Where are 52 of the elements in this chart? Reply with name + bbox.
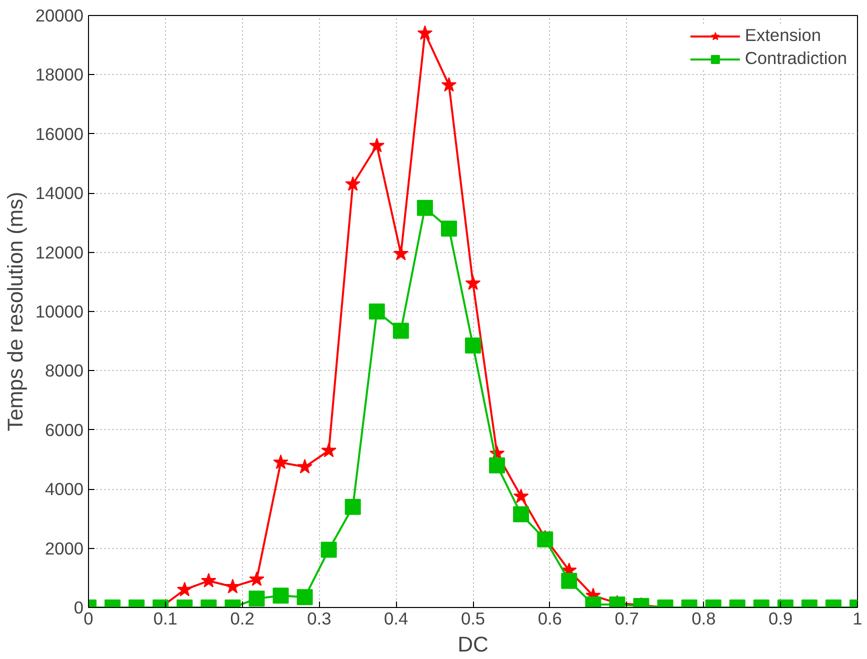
point bbox=[297, 458, 312, 474]
y-tick-label: 6000 bbox=[44, 420, 84, 440]
point bbox=[201, 572, 216, 588]
x-tick-label: 0.9 bbox=[768, 608, 793, 628]
point bbox=[296, 589, 313, 606]
point bbox=[225, 578, 240, 594]
point bbox=[176, 582, 192, 596]
legend-label: Extension bbox=[744, 25, 821, 46]
y-tick-label: 18000 bbox=[35, 64, 84, 85]
legend-label: Contradiction bbox=[744, 48, 847, 69]
point bbox=[248, 590, 265, 607]
point bbox=[345, 176, 360, 191]
y-tick-label: 14000 bbox=[35, 183, 84, 204]
x-tick-label: 0.3 bbox=[307, 608, 332, 628]
x-tick-label: 0.2 bbox=[230, 608, 254, 628]
point bbox=[440, 220, 457, 237]
x-tick-label: 1 bbox=[852, 608, 862, 628]
point bbox=[561, 572, 578, 589]
point bbox=[272, 588, 289, 604]
point bbox=[320, 542, 337, 558]
point bbox=[441, 77, 457, 92]
point bbox=[392, 322, 409, 339]
y-axis-title: Temps de resolution (ms) bbox=[3, 192, 28, 432]
y-tick-label: 20000 bbox=[35, 6, 84, 26]
x-tick-label: 0.5 bbox=[460, 608, 486, 628]
point bbox=[321, 442, 336, 458]
point bbox=[416, 200, 433, 216]
point bbox=[465, 275, 481, 290]
point bbox=[368, 304, 385, 320]
x-tick-label: 0.4 bbox=[384, 608, 409, 628]
x-tick-label: 0.6 bbox=[538, 608, 562, 628]
point bbox=[489, 457, 506, 474]
point bbox=[465, 338, 481, 354]
point bbox=[513, 506, 530, 522]
point bbox=[393, 246, 409, 260]
y-tick-label: 12000 bbox=[35, 242, 84, 262]
x-axis-title: DC bbox=[458, 632, 488, 656]
x-tick-label: 0.7 bbox=[614, 608, 639, 628]
x-tick-label: 0.1 bbox=[153, 608, 178, 628]
y-tick-label: 4000 bbox=[44, 479, 84, 500]
point bbox=[249, 571, 264, 586]
point bbox=[344, 498, 361, 515]
point bbox=[273, 454, 288, 470]
x-tick-label: 0.8 bbox=[692, 608, 716, 628]
point bbox=[417, 25, 433, 40]
y-tick-label: 2000 bbox=[44, 538, 84, 558]
point bbox=[537, 531, 554, 548]
point bbox=[513, 488, 529, 504]
y-tick-label: 8000 bbox=[44, 360, 84, 381]
y-tick-label: 16000 bbox=[35, 124, 84, 144]
y-tick-label: 10000 bbox=[35, 302, 84, 322]
point bbox=[369, 138, 385, 152]
